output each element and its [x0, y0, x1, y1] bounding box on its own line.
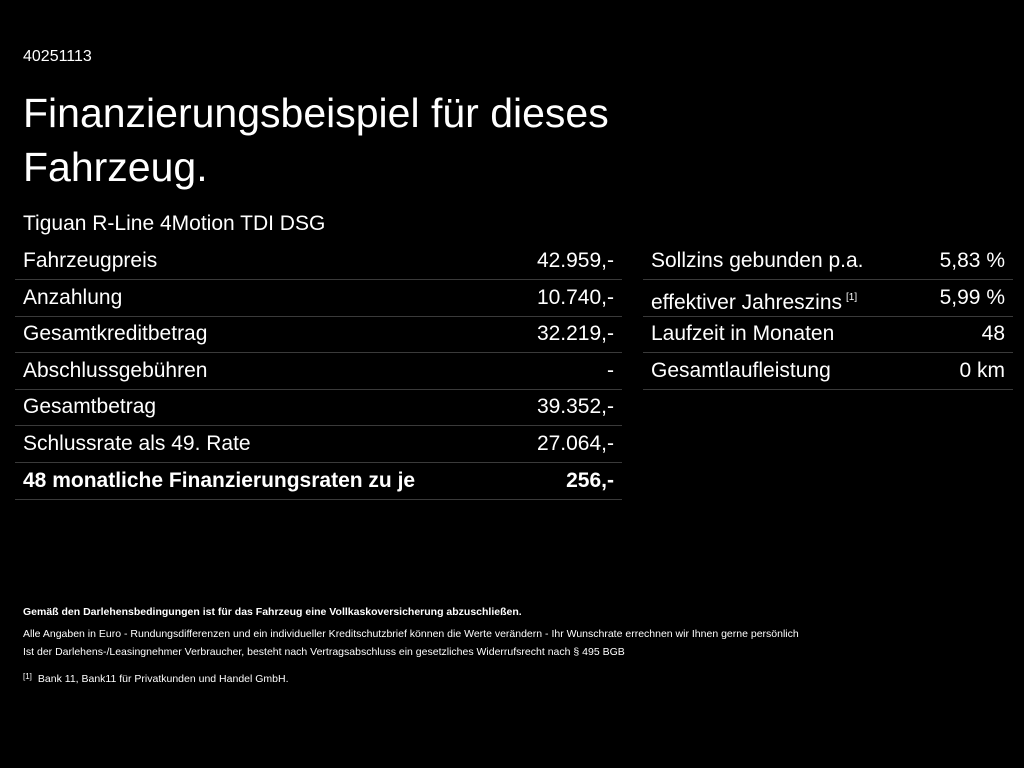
- vehicle-id: 40251113: [23, 48, 92, 65]
- table-row: Abschlussgebühren -: [15, 353, 622, 390]
- footer-line: Alle Angaben in Euro - Rundungsdifferenz…: [23, 628, 799, 640]
- row-label: effektiver Jahreszins: [651, 290, 843, 314]
- title-line: Fahrzeug.: [23, 144, 208, 190]
- table-row: Laufzeit in Monaten 48: [643, 316, 1013, 354]
- footer-line: Ist der Darlehens-/Leasingnehmer Verbrau…: [23, 646, 625, 658]
- row-label: Gesamtlaufleistung: [651, 358, 831, 382]
- row-value: -: [607, 358, 614, 382]
- row-value: 5,99 %: [939, 285, 1005, 309]
- table-row: Schlussrate als 49. Rate 27.064,-: [15, 426, 622, 463]
- footer-bold: Gemäß den Darlehensbedingungen ist für d…: [23, 606, 522, 618]
- row-value: 39.352,-: [536, 395, 614, 419]
- table-row: Gesamtkreditbetrag 32.219,-: [15, 316, 622, 354]
- table-row: Fahrzeugpreis 42.959,-: [15, 243, 622, 280]
- note-marker: [1]: [846, 291, 858, 303]
- title: Finanzierungsbeispiel für dieses Fahrzeu…: [23, 86, 609, 194]
- row-label: Schlussrate als 49. Rate: [23, 432, 251, 455]
- model: Tiguan R-Line 4Motion TDI DSG: [23, 212, 326, 235]
- row-value: 42.959,-: [536, 249, 614, 272]
- table-row: Gesamtlaufleistung 0 km: [643, 353, 1013, 390]
- row-label: Abschlussgebühren: [23, 358, 208, 382]
- row-label: Gesamtkreditbetrag: [23, 322, 208, 346]
- table-row: Gesamtbetrag 39.352,-: [15, 389, 622, 427]
- row-label-group: effektiver Jahreszins [1]: [651, 280, 857, 321]
- row-value: 48: [981, 322, 1005, 346]
- table-row: Anzahlung 10.740,-: [15, 280, 622, 317]
- row-label: 48 monatliche Finanzierungsraten zu je: [23, 468, 416, 492]
- title-line: Finanzierungsbeispiel für dieses: [23, 90, 609, 136]
- row-value: 27.064,-: [536, 432, 614, 455]
- row-value: 0 km: [959, 358, 1005, 382]
- footnote: [1] Bank 11, Bank11 für Privatkunden und …: [23, 672, 289, 685]
- table-row: Sollzins gebunden p.a. 5,83 %: [643, 243, 1013, 280]
- footnote-marker: [1]: [23, 672, 32, 681]
- table-row: effektiver Jahreszins [1] 5,99 %: [643, 280, 1013, 317]
- row-value: 32.219,-: [536, 322, 614, 346]
- row-label: Anzahlung: [23, 285, 123, 309]
- table-row: 48 monatliche Finanzierungsraten zu je 25…: [15, 463, 622, 500]
- row-value: 5,83 %: [939, 249, 1005, 272]
- row-label: Gesamtbetrag: [23, 395, 157, 419]
- row-value: 10.740,-: [536, 285, 614, 309]
- row-label: Sollzins gebunden p.a.: [651, 249, 864, 272]
- row-label: Laufzeit in Monaten: [651, 322, 835, 346]
- footnote-text: Bank 11, Bank11 für Privatkunden und Han…: [37, 673, 289, 685]
- row-value: 256,-: [566, 468, 614, 492]
- row-label: Fahrzeugpreis: [23, 249, 158, 272]
